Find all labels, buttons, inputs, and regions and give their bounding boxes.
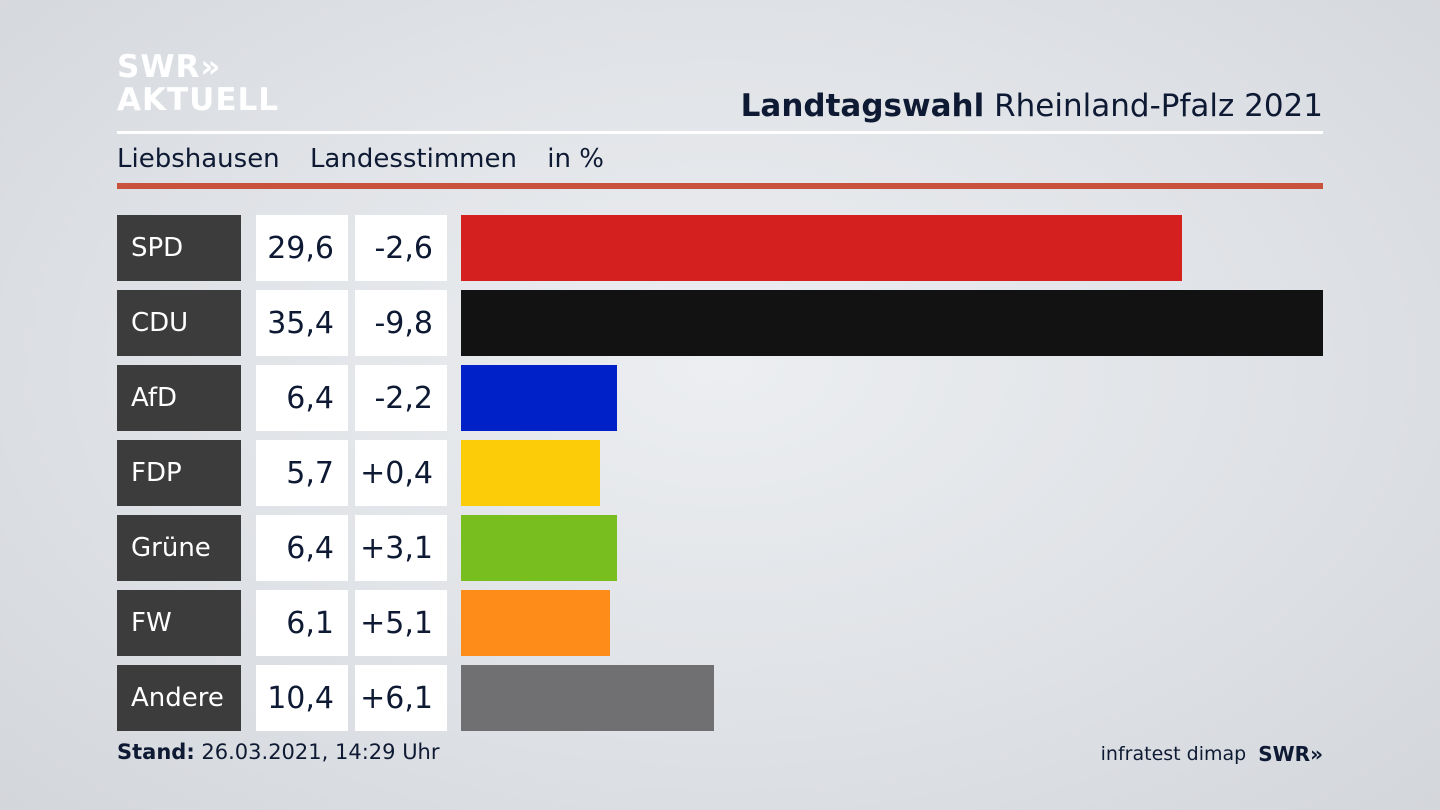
swr-aktuell-logo: SWR» AKTUELL	[117, 52, 279, 116]
accent-divider	[117, 183, 1323, 189]
bar-row-grüne: Grüne 6,4 +3,1	[117, 515, 1323, 581]
bar-row-spd: SPD 29,6 -2,6	[117, 215, 1323, 281]
bar-row-fw: FW 6,1 +5,1	[117, 590, 1323, 656]
change-label: +6,1	[355, 665, 447, 731]
measure-label: Landesstimmen	[309, 144, 517, 174]
swr-brand-logo: SWR»	[1258, 742, 1323, 766]
logo-line-2: AKTUELL	[117, 82, 280, 118]
title-bold: Landtagswahl	[740, 88, 985, 124]
bar-row-andere: Andere 10,4 +6,1	[117, 665, 1323, 731]
party-label: SPD	[117, 215, 241, 281]
change-label: +5,1	[355, 590, 447, 656]
bar-fdp	[461, 440, 600, 506]
party-label: Grüne	[117, 515, 241, 581]
timestamp: Stand: 26.03.2021, 14:29 Uhr	[117, 740, 440, 764]
value-label: 10,4	[256, 665, 348, 731]
party-label: FW	[117, 590, 241, 656]
source-credit: infratest dimap SWR»	[1101, 742, 1323, 766]
value-label: 6,4	[256, 515, 348, 581]
header-divider	[117, 131, 1323, 134]
location-label: Liebshausen	[117, 144, 280, 174]
value-label: 35,4	[256, 290, 348, 356]
party-label: Andere	[117, 665, 241, 731]
party-label: FDP	[117, 440, 241, 506]
source-label: infratest dimap	[1100, 743, 1247, 765]
value-label: 6,1	[256, 590, 348, 656]
value-label: 5,7	[256, 440, 348, 506]
party-label: CDU	[117, 290, 241, 356]
bar-afd	[461, 365, 617, 431]
stand-label: Stand:	[117, 740, 195, 764]
bar-cdu	[461, 290, 1323, 356]
title-rest: Rheinland-Pfalz 2021	[994, 88, 1323, 124]
change-label: -2,2	[355, 365, 447, 431]
unit-label: in %	[547, 144, 604, 174]
page-title: Landtagswahl Rheinland-Pfalz 2021	[741, 88, 1323, 124]
chart-subtitle: Liebshausen Landesstimmen in %	[117, 144, 626, 174]
change-label: +0,4	[355, 440, 447, 506]
bar-fw	[461, 590, 610, 656]
change-label: -9,8	[355, 290, 447, 356]
change-label: +3,1	[355, 515, 447, 581]
value-label: 6,4	[256, 365, 348, 431]
bar-andere	[461, 665, 714, 731]
bar-row-afd: AfD 6,4 -2,2	[117, 365, 1323, 431]
logo-line-1: SWR»	[117, 49, 222, 85]
bar-spd	[461, 215, 1182, 281]
stand-value: 26.03.2021, 14:29 Uhr	[201, 740, 440, 764]
party-label: AfD	[117, 365, 241, 431]
change-label: -2,6	[355, 215, 447, 281]
bar-grüne	[461, 515, 617, 581]
value-label: 29,6	[256, 215, 348, 281]
bar-row-cdu: CDU 35,4 -9,8	[117, 290, 1323, 356]
bar-row-fdp: FDP 5,7 +0,4	[117, 440, 1323, 506]
